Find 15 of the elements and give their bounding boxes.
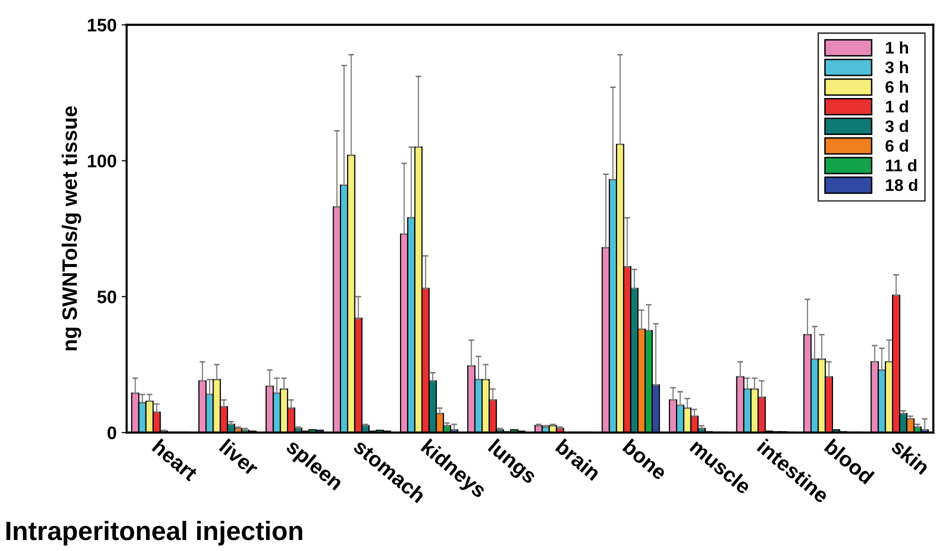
legend-label: 3 h [885,61,908,74]
y-axis-title: ng SWNTols/g wet tissue [62,106,82,350]
text: Intraperitoneal injection [6,520,302,546]
legend-label: 6 h [886,80,908,93]
legend-label: 6 d [886,140,908,152]
y-tick-label: 150 [88,18,116,32]
legend-label: 18 d [886,178,918,191]
legend-label: 1 h [886,41,908,54]
legend-label: 11 d [886,159,916,172]
y-tick-label: 0 [108,426,116,440]
legend-label: 1 d [886,100,908,112]
x-tick-label: skin [890,438,931,476]
legend-label: 3 d [885,120,908,132]
y-tick-label: 50 [97,290,116,304]
y-tick-label: 100 [88,154,116,168]
